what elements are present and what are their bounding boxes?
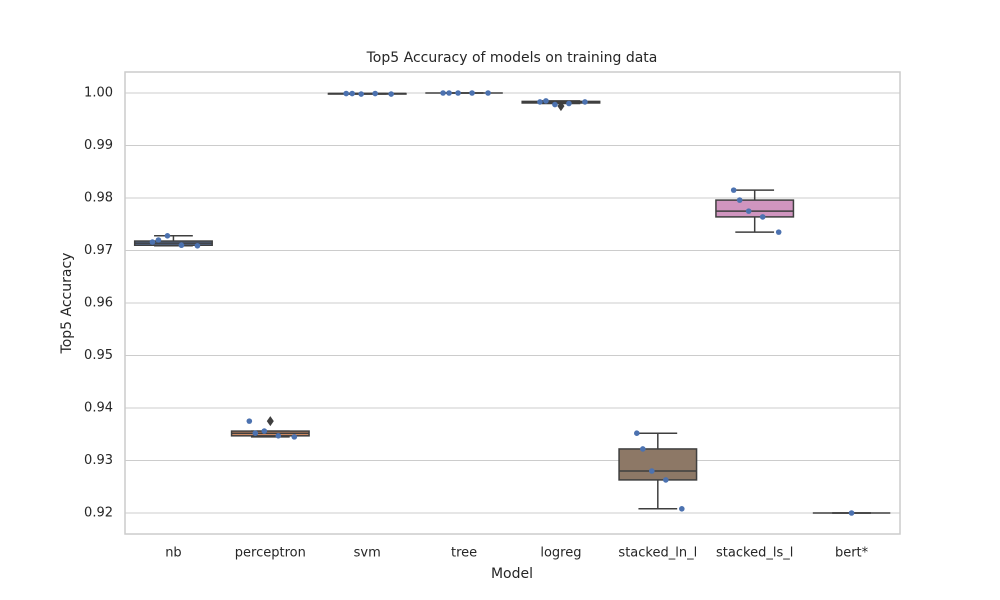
strip-point (775, 229, 782, 235)
strip-point (291, 434, 298, 440)
y-tick-label: 0.95 (84, 348, 113, 363)
strip-point (848, 510, 855, 516)
strip-point (446, 90, 452, 96)
outlier (266, 416, 274, 427)
strip-point (485, 90, 491, 96)
strip-point (649, 468, 655, 474)
x-tick-label: tree (451, 546, 477, 561)
y-tick-label: 0.97 (84, 243, 113, 258)
outlier (557, 101, 565, 112)
strip-point (261, 428, 268, 434)
strip-point (194, 242, 201, 249)
strip-point (537, 99, 543, 105)
strip-point (736, 197, 743, 203)
x-axis-label: Model (491, 566, 533, 582)
strip-point (246, 418, 253, 424)
strip-point (582, 99, 588, 105)
x-tick-label: perceptron (235, 546, 306, 561)
y-tick-label: 0.94 (84, 401, 113, 416)
strip-point (149, 239, 156, 245)
strip-point (730, 187, 737, 193)
strip-point (634, 430, 640, 437)
strip-point (552, 101, 558, 108)
x-tick-label: logreg (540, 546, 581, 561)
strip-point (679, 506, 685, 512)
strip-point (155, 237, 162, 243)
x-tick-label: stacked_ls_l (716, 546, 793, 561)
box (715, 199, 795, 218)
x-tick-label: bert* (835, 546, 869, 561)
y-tick-label: 0.96 (84, 296, 113, 311)
strip-point (566, 100, 572, 107)
plot-frame (124, 71, 901, 535)
y-tick-label: 1.00 (84, 86, 113, 101)
strip-point (745, 208, 752, 214)
strip-point (759, 214, 766, 220)
strip-point (252, 430, 259, 437)
strip-point (455, 90, 461, 96)
strip-point (440, 90, 446, 96)
y-axis-label: Top5 Accuracy (59, 253, 75, 355)
box (618, 448, 698, 481)
strip-point (349, 90, 355, 97)
strip-point (343, 90, 349, 97)
y-tick-label: 0.99 (84, 138, 113, 153)
strip-point (388, 91, 394, 97)
y-tick-label: 0.98 (84, 191, 113, 206)
x-tick-label: svm (354, 546, 381, 561)
chart-title: Top5 Accuracy of models on training data (366, 50, 658, 66)
strip-point (178, 242, 185, 249)
strip-point (663, 477, 669, 483)
x-tick-label: stacked_ln_l (618, 546, 697, 561)
strip-point (543, 98, 549, 104)
y-tick-label: 0.92 (84, 506, 113, 521)
y-tick-label: 0.93 (84, 453, 113, 468)
strip-point (358, 91, 364, 97)
strip-point (275, 433, 282, 439)
strip-point (640, 446, 646, 452)
strip-point (469, 90, 475, 96)
strip-point (164, 233, 171, 239)
x-tick-label: nb (165, 546, 182, 561)
strip-point (372, 90, 378, 97)
